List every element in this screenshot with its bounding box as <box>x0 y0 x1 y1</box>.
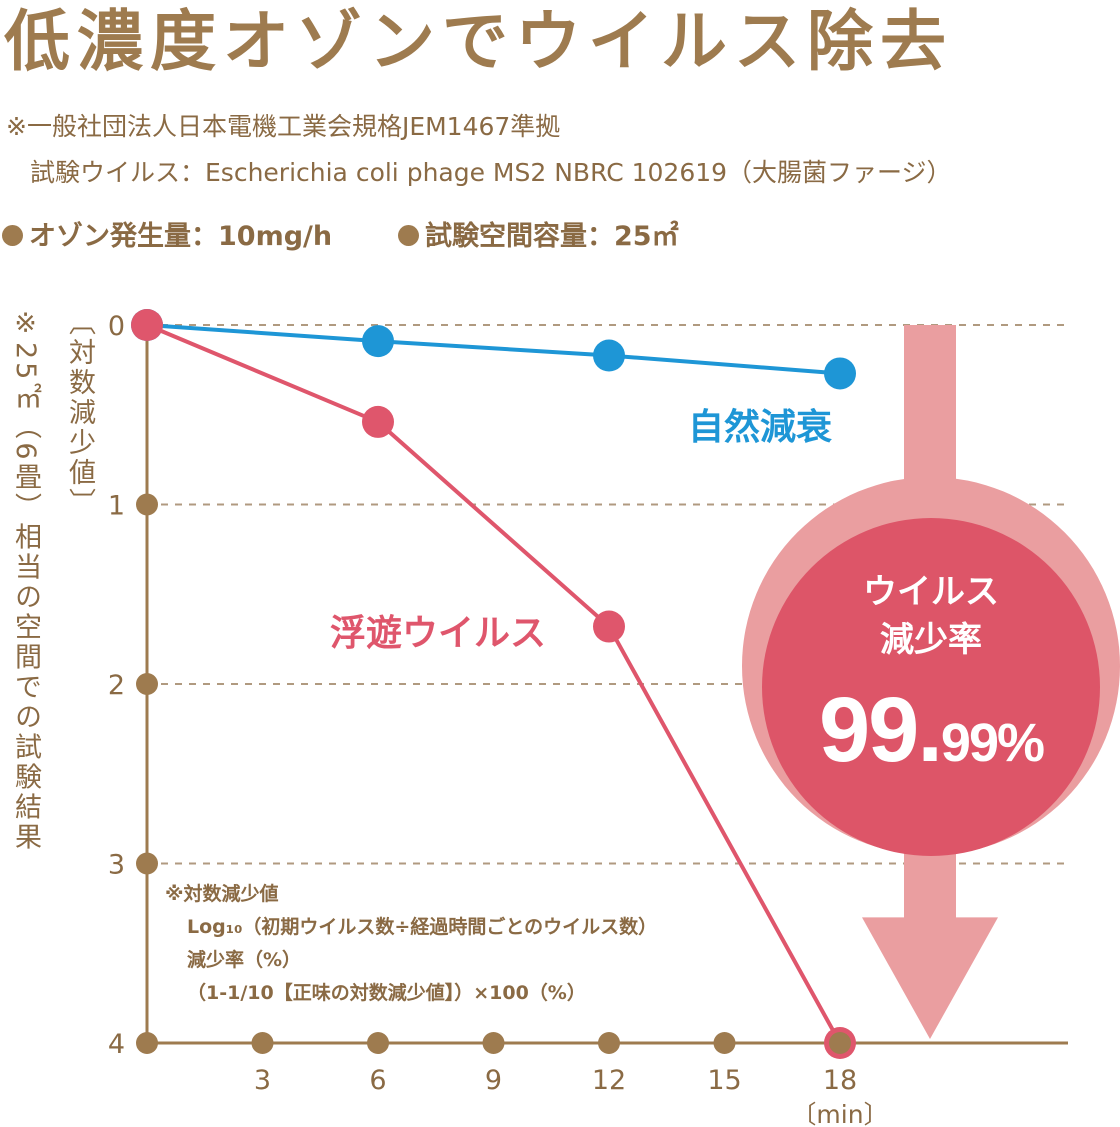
x-tick-dot <box>713 1032 736 1054</box>
y-tick-label: 3 <box>108 850 125 881</box>
x-tick-label: 18 <box>823 1065 857 1096</box>
reduction-rate-value: 99.99% <box>762 678 1100 783</box>
series-label-airborne: 浮遊ウイルス <box>330 613 547 654</box>
series-label-natural: 自然減衰 <box>688 407 833 448</box>
series-point-0 <box>362 325 394 358</box>
series-line-1 <box>146 323 842 1044</box>
series-point-0 <box>824 357 856 390</box>
x-tick-dot <box>251 1032 274 1054</box>
x-tick-label: 15 <box>707 1065 741 1096</box>
page-title: 低濃度オゾンでウイルス除去 <box>4 3 953 80</box>
log-reduction-definition: ※対数減少値 Log₁₀（初期ウイルス数÷経過時間ごとのウイルス数） 減少率（%… <box>165 878 657 1010</box>
series-point-1 <box>362 405 394 438</box>
series-point-1 <box>131 309 163 341</box>
y-tick-dot <box>136 852 158 875</box>
rate-fraction: 99% <box>940 713 1045 773</box>
x-tick-label: 9 <box>485 1065 502 1096</box>
standard-note: ※一般社団法人日本電機工業会規格JEM1467準拠 <box>6 112 561 141</box>
bullet-icon <box>2 225 23 246</box>
rate-main: 99. <box>819 679 943 781</box>
y-tick-label: 1 <box>108 491 125 522</box>
x-tick-dot <box>367 1032 389 1054</box>
ozone-condition-text: オゾン発生量：10mg/h <box>29 221 333 252</box>
test-virus-note: 試験ウイルス：Escherichia coli phage MS2 NBRC 1… <box>30 158 952 187</box>
series-point-1 <box>593 610 625 643</box>
side-test-note: ※25㎡（6畳）相当の空間での試験結果 <box>10 308 41 853</box>
series-line-0 <box>146 323 841 376</box>
x-tick-dot <box>598 1032 620 1054</box>
series-point-0 <box>593 339 625 372</box>
definition-rate-label: 減少率（%） <box>187 949 302 971</box>
y-tick-label: 0 <box>108 311 125 342</box>
reduction-rate-badge: ウイルス 減少率 99.99% <box>762 518 1100 856</box>
y-tick-dot <box>136 1032 158 1054</box>
volume-condition: 試験空間容量：25㎡ <box>398 214 679 253</box>
y-axis-label: 〔対数減少値〕 <box>64 308 95 518</box>
badge-line2: 減少率 <box>880 620 982 660</box>
x-tick-label: 6 <box>369 1065 386 1096</box>
y-tick-label: 4 <box>108 1029 125 1060</box>
x-tick-dot <box>482 1032 505 1054</box>
x-tick-label: 3 <box>254 1065 271 1096</box>
volume-condition-text: 試験空間容量：25㎡ <box>425 221 679 252</box>
x-axis-unit: 〔min〕 <box>791 1100 888 1127</box>
badge-line1: ウイルス <box>863 572 999 612</box>
x-tick-label: 12 <box>592 1065 626 1096</box>
bullet-icon <box>398 225 419 246</box>
definition-rate-formula: （1-1/10【正味の対数減少値】）×100（%） <box>187 982 586 1004</box>
definition-formula: Log₁₀（初期ウイルス数÷経過時間ごとのウイルス数） <box>187 916 658 938</box>
ozone-condition: オゾン発生量：10mg/h <box>2 214 332 253</box>
definition-heading: ※対数減少値 <box>165 883 279 905</box>
y-tick-dot <box>136 673 158 695</box>
y-tick-label: 2 <box>108 670 125 701</box>
y-tick-dot <box>136 493 158 516</box>
x-tick-dot <box>829 1032 851 1054</box>
